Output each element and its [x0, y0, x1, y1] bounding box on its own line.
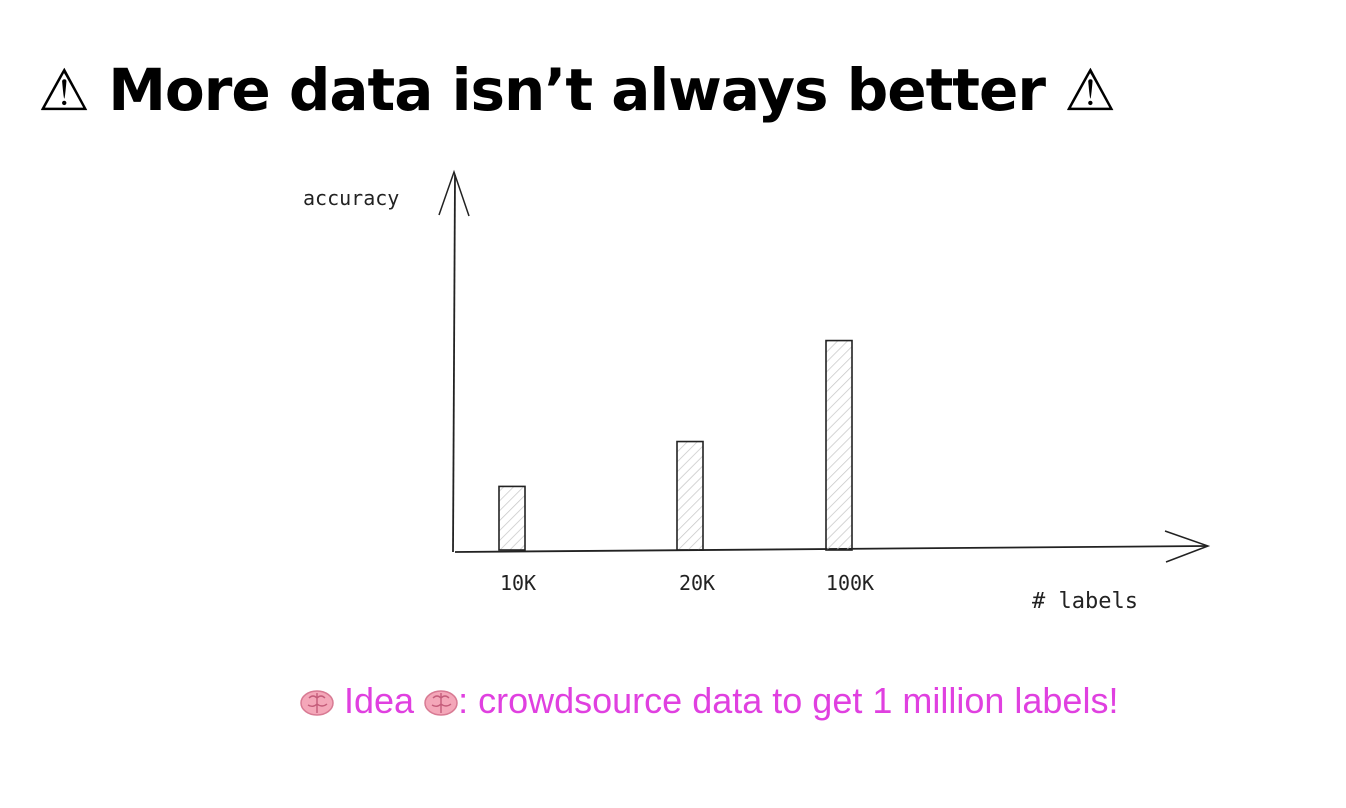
- x-tick-label-20k: 20K: [679, 571, 715, 595]
- y-axis: [452, 174, 456, 553]
- caption: Idea : crowdsource data to get 1 million…: [300, 680, 1118, 722]
- caption-rest: : crowdsource data to get 1 million labe…: [458, 680, 1119, 721]
- bar-100k: [825, 339, 853, 551]
- tick-labels-group: 10K 20K 100K: [500, 571, 874, 595]
- brain-icon-2: [424, 690, 458, 716]
- bar-20k: [676, 440, 704, 551]
- x-tick-label-10k: 10K: [500, 571, 536, 595]
- bars-group: [498, 339, 853, 551]
- y-axis-arrowhead: [438, 169, 470, 217]
- x-axis-arrowhead: [1164, 530, 1211, 563]
- x-axis-label: # labels: [1032, 589, 1138, 614]
- x-tick-label-100k: 100K: [826, 571, 874, 595]
- bar-10k: [498, 485, 526, 551]
- caption-idea: Idea: [344, 680, 415, 721]
- page-title: ⚠ More data isn’t always better ⚠: [38, 56, 1116, 124]
- y-axis-label: accuracy: [303, 186, 399, 210]
- brain-icon: [300, 690, 334, 716]
